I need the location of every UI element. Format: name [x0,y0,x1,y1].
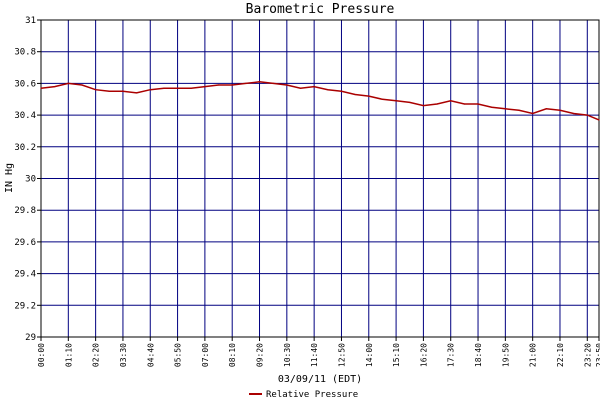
data-point [450,100,452,102]
data-point [381,98,384,100]
y-tick-label: 30 [25,175,36,185]
x-tick-label: 00:00 [37,343,46,367]
data-point [81,84,83,86]
data-point [422,104,425,107]
data-point [368,95,370,97]
data-point [477,103,479,105]
y-tick-label: 29.4 [14,270,36,280]
x-tick-label: 23:20 [583,343,592,367]
chart-grid [40,19,600,338]
x-tick-label: 17:30 [447,343,456,367]
data-point [245,82,247,84]
data-point [54,85,56,88]
data-point [598,119,600,121]
data-point [122,90,124,92]
x-tick-label: 11:40 [310,343,319,367]
legend: Relative Pressure [249,390,358,400]
data-point [258,81,261,83]
x-tick-label: 03:30 [119,343,128,367]
x-tick-label: 05:50 [174,343,183,367]
data-point [108,90,110,92]
data-point [545,108,547,110]
x-axis-ticks: 00:00 01:10 02:20 03:30 04:40 05:50 07:00 08:10… [37,337,600,367]
data-point [573,112,575,115]
data-point [586,114,588,116]
data-point [217,84,220,86]
data-point [340,90,343,92]
data-point [532,112,534,115]
data-point [149,89,151,91]
data-point [313,85,315,88]
data-point [409,101,411,104]
x-tick-label: 23:50 [595,343,600,367]
x-tick-label: 09:20 [256,343,265,367]
y-axis-ticks: 29 29.2 29.4 29.6 29.8 30 30.2 30.4 30.6 30.8 31 [14,16,41,343]
data-point [286,84,288,86]
data-point [204,85,206,88]
data-point [163,87,165,89]
data-point [559,109,561,111]
data-point [395,100,397,102]
x-tick-label: 14:00 [365,343,374,367]
x-tick-label: 12:50 [337,343,346,367]
data-point [463,103,465,105]
x-tick-label: 01:10 [64,343,73,367]
x-tick-label: 22:10 [556,343,565,367]
data-point [272,82,274,84]
data-point [327,89,329,91]
x-tick-label: 16:20 [419,343,428,367]
y-tick-label: 30.6 [14,79,36,89]
x-tick-label: 02:20 [92,343,101,367]
data-point [176,87,179,89]
data-point [95,89,97,91]
data-point [436,103,438,105]
y-axis-label: IN Hg [4,163,15,193]
x-tick-label: 08:10 [228,343,237,367]
data-point [504,108,506,110]
y-tick-label: 29.2 [14,301,36,311]
x-axis-label: 03/09/11 (EDT) [278,374,362,385]
chart-title: Barometric Pressure [246,2,395,17]
data-point [231,84,233,86]
y-tick-label: 30.2 [14,143,36,153]
data-point [190,87,192,89]
x-tick-label: 07:00 [201,343,210,367]
x-tick-label: 04:40 [146,343,155,367]
data-point [40,87,42,89]
x-tick-label: 18:40 [474,343,483,367]
x-tick-label: 15:10 [392,343,401,367]
x-tick-label: 10:30 [283,343,292,367]
x-tick-label: 19:50 [501,343,510,367]
data-point [491,106,493,108]
data-point [67,82,69,84]
x-tick-label: 21:00 [529,343,538,367]
data-point [354,93,356,96]
data-point [136,92,138,94]
y-tick-label: 30.8 [14,48,36,58]
series-line-relative-pressure [40,81,600,121]
y-tick-label: 31 [25,16,36,26]
series-group [40,81,600,121]
y-tick-label: 29.8 [14,206,36,216]
y-tick-label: 29.6 [14,238,36,248]
data-point [299,87,302,89]
legend-label-relative-pressure: Relative Pressure [266,390,358,400]
y-tick-label: 29 [25,333,36,343]
data-point [518,109,520,111]
y-tick-label: 30.4 [14,111,36,121]
